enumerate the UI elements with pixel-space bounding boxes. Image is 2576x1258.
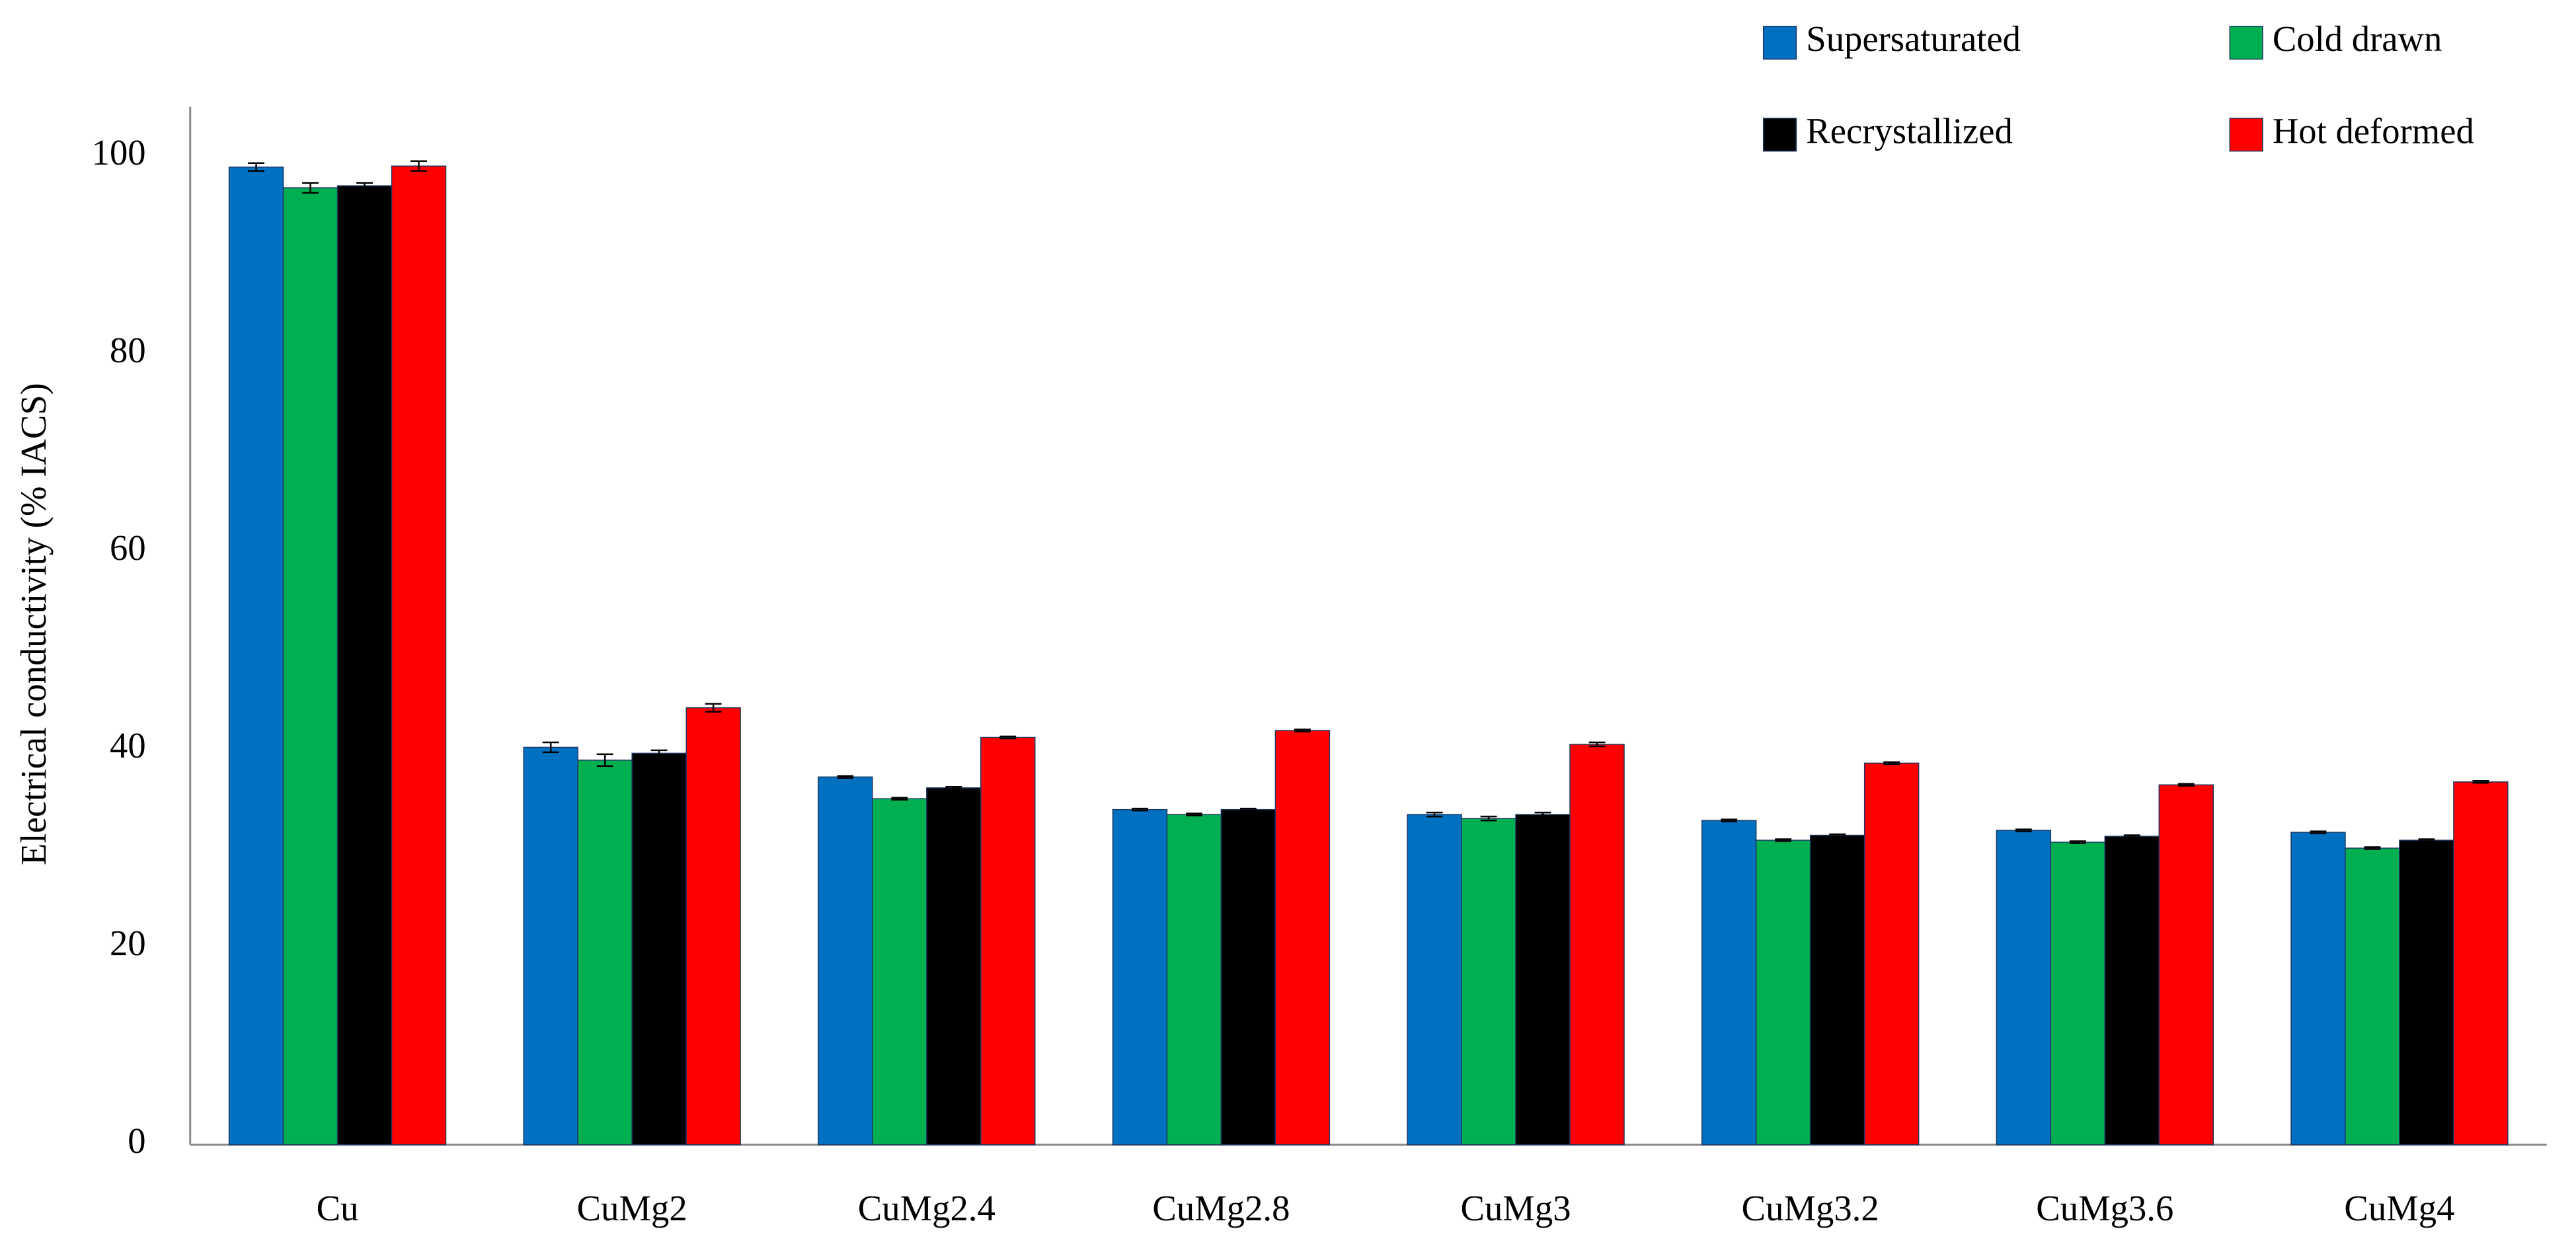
bar <box>2104 836 2160 1146</box>
error-bar <box>410 160 427 172</box>
error-bar <box>837 775 854 779</box>
error-bar <box>1239 807 1257 812</box>
bar <box>523 746 578 1146</box>
bar <box>631 752 687 1146</box>
y-tick-label: 60 <box>110 528 146 568</box>
bar <box>1569 744 1625 1146</box>
error-bar <box>2310 830 2327 834</box>
legend-label: Hot deformed <box>2273 110 2474 151</box>
error-bar <box>248 162 264 172</box>
legend-swatch <box>2229 118 2263 152</box>
legend-swatch <box>1762 26 1797 60</box>
bar <box>2290 832 2346 1146</box>
bar <box>1407 814 1462 1146</box>
bar <box>1863 762 1920 1146</box>
error-bar <box>1186 812 1202 816</box>
y-tick-label: 80 <box>110 330 146 370</box>
bar <box>1701 820 1757 1146</box>
error-bar <box>2015 828 2032 832</box>
y-tick-label: 20 <box>110 923 146 963</box>
bar <box>926 787 982 1146</box>
x-tick-label: CuMg2.8 <box>1152 1188 1290 1228</box>
error-bar <box>356 182 373 190</box>
legend-label: Recrystallized <box>1806 110 2013 151</box>
x-tick-label: CuMg3 <box>1461 1188 1571 1228</box>
error-bar <box>1775 838 1792 842</box>
bar <box>2158 784 2214 1146</box>
bar <box>872 798 927 1146</box>
error-bar <box>705 703 722 713</box>
error-bar <box>2418 838 2435 842</box>
legend-label: Supersaturated <box>1806 19 2021 59</box>
bar <box>2050 842 2106 1146</box>
bar <box>1220 808 1276 1146</box>
error-bar <box>999 735 1017 740</box>
error-bar <box>650 749 668 758</box>
y-tick-label: 40 <box>110 725 146 766</box>
bar <box>282 187 338 1146</box>
error-bar <box>1294 728 1311 732</box>
error-bar <box>2364 846 2381 850</box>
bar <box>1996 830 2052 1146</box>
error-bar <box>2123 834 2140 838</box>
error-bar <box>1883 761 1900 766</box>
bar <box>1166 814 1222 1146</box>
error-bar <box>1588 741 1606 748</box>
error-bar <box>2069 840 2086 844</box>
error-bar <box>1829 833 1846 838</box>
error-bar <box>945 786 962 790</box>
bar <box>1461 818 1516 1146</box>
x-tick-label: CuMg2.4 <box>858 1188 995 1228</box>
bar <box>2399 840 2454 1146</box>
legend-swatch <box>2229 26 2263 60</box>
legend-swatch <box>1762 118 1797 152</box>
error-bar <box>1480 815 1497 822</box>
bar <box>577 760 633 1146</box>
bar <box>1755 840 1811 1146</box>
x-tick-label: Cu <box>317 1188 359 1228</box>
bar <box>1112 808 1168 1146</box>
bar <box>980 736 1036 1146</box>
bar <box>228 166 284 1146</box>
bar <box>2453 781 2509 1146</box>
bar <box>391 165 447 1146</box>
bar <box>336 185 393 1146</box>
error-bar <box>2177 783 2195 787</box>
y-tick-label: 100 <box>92 132 146 173</box>
bar <box>2345 847 2400 1146</box>
x-tick-label: CuMg2 <box>577 1188 687 1228</box>
bar <box>685 707 741 1146</box>
x-tick-label: CuMg3.2 <box>1742 1188 1879 1228</box>
error-bar <box>1721 818 1738 822</box>
x-tick-label: CuMg4 <box>2344 1188 2454 1228</box>
error-bar <box>302 182 319 194</box>
error-bar <box>2472 780 2489 784</box>
error-bar <box>1132 807 1148 812</box>
bar <box>1809 834 1865 1146</box>
legend-label: Cold drawn <box>2273 19 2442 59</box>
error-bar <box>1534 811 1551 818</box>
error-bar <box>596 753 613 767</box>
error-bar <box>542 741 559 754</box>
error-bar <box>891 797 908 801</box>
error-bar <box>1426 811 1443 818</box>
y-tick-label: 0 <box>128 1120 145 1161</box>
x-tick-label: CuMg3.6 <box>2036 1188 2173 1228</box>
bar <box>1274 730 1331 1146</box>
bar <box>818 776 873 1146</box>
y-axis-label: Electrical conductivity (% IACS) <box>13 383 54 865</box>
bar <box>1515 814 1571 1146</box>
